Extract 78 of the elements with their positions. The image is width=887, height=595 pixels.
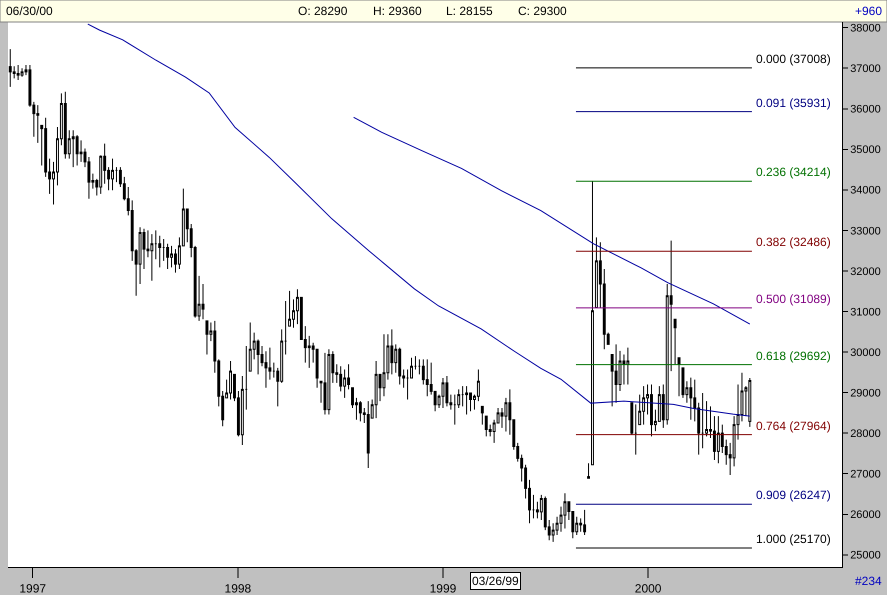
candlestick (358, 400, 362, 422)
candlestick (111, 158, 114, 191)
candlestick (166, 243, 170, 270)
candlestick (587, 462, 590, 479)
candlestick (398, 347, 402, 386)
candlestick (442, 378, 444, 409)
candlestick (20, 68, 24, 78)
text: L: 28155 (446, 4, 494, 18)
text: #234 (855, 574, 882, 588)
ref-line-label: 1.000 (25170) (756, 532, 831, 546)
y-tick-label: 37000 (850, 63, 881, 76)
y-tick-label: 33000 (850, 225, 881, 238)
line-series (87, 24, 750, 417)
candlestick (484, 416, 488, 437)
candlestick (72, 130, 75, 168)
text: H: 29360 (373, 4, 422, 18)
candlestick (465, 386, 468, 416)
candlestick (324, 352, 326, 416)
candlestick (426, 358, 429, 397)
candlestick (650, 384, 653, 437)
candlestick (150, 234, 154, 282)
candlestick (16, 64, 20, 80)
ref-line-label: 0.909 (26247) (756, 488, 831, 502)
x-tick-label: 1998 (224, 581, 252, 595)
candlestick (327, 348, 330, 416)
candlestick (366, 400, 370, 469)
y-tick-label: 36000 (850, 104, 881, 116)
y-tick-label: 29000 (850, 387, 881, 400)
candlestick (76, 134, 79, 166)
candlestick (205, 320, 208, 356)
candlestick (445, 376, 448, 407)
ref-line-label: 0.382 (32486) (756, 235, 831, 249)
candlestick (8, 48, 12, 88)
y-tick-label: 38000 (850, 22, 881, 35)
y-tick-label: 26000 (850, 509, 881, 522)
candlestick (382, 334, 386, 397)
candlestick (64, 91, 67, 160)
candlestick (480, 406, 484, 426)
ref-line-label: 0.618 (29692) (756, 349, 831, 363)
text: 06/30/00 (6, 4, 54, 18)
ref-line-label: 0.500 (31089) (756, 292, 831, 306)
y-tick-label: 35000 (850, 144, 881, 156)
y-tick-label: 27000 (850, 468, 881, 481)
y-tick-label: 28000 (850, 428, 881, 440)
y-tick-label: 34000 (850, 184, 881, 197)
ref-line-label: 0.091 (35931) (756, 96, 831, 110)
text: O: 28290 (298, 4, 348, 18)
x-tick-label: 1997 (19, 581, 46, 595)
text: 03/26/99 (472, 574, 520, 588)
candlestick (374, 360, 378, 419)
y-tick-label: 31000 (850, 306, 881, 318)
line-series (353, 116, 750, 325)
candlestick (583, 509, 586, 536)
x-tick-label: 2000 (634, 581, 662, 595)
y-tick-label: 30000 (850, 346, 881, 359)
candlestick (748, 378, 752, 428)
candlestick (229, 360, 232, 400)
candlestick (689, 377, 692, 420)
candlestick (594, 236, 598, 308)
ref-line-label: 0.000 (37008) (756, 52, 831, 66)
candlestick (288, 290, 292, 327)
text: C: 29300 (518, 4, 568, 18)
candlestick (591, 180, 594, 466)
candlestick (674, 318, 677, 365)
candlestick (642, 386, 646, 426)
candlestick (614, 344, 618, 404)
ref-line-label: 0.764 (27964) (756, 419, 831, 433)
ref-line-label: 0.236 (34214) (756, 165, 831, 179)
candlestick (36, 104, 40, 144)
candlestick (248, 322, 252, 372)
x-tick-label: 1999 (430, 581, 457, 595)
text: +960 (855, 4, 882, 18)
y-tick-label: 32000 (850, 266, 881, 278)
candlestick (716, 416, 720, 464)
y-tick-label: 25000 (850, 550, 881, 562)
candlestick (678, 357, 680, 397)
candlestick (563, 492, 566, 529)
candlestick (626, 347, 630, 386)
